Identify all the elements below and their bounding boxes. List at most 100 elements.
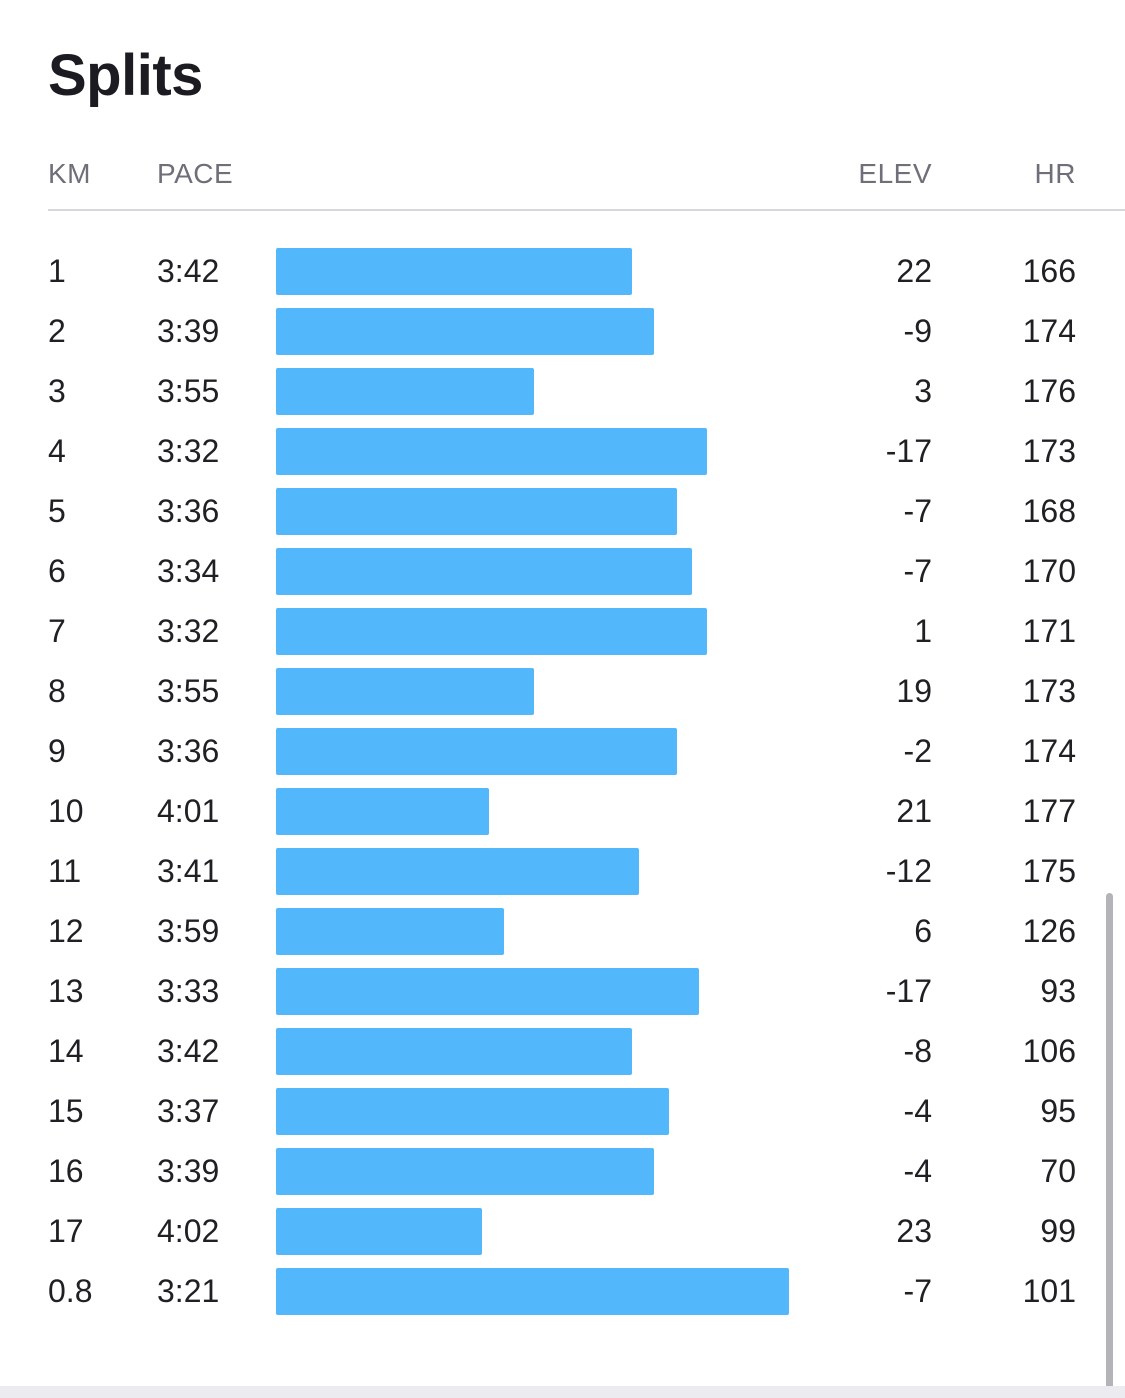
split-pace: 3:33 xyxy=(157,973,220,1009)
split-km: 17 xyxy=(48,1213,84,1249)
column-header-elev: ELEV xyxy=(858,158,932,189)
split-pace: 3:39 xyxy=(157,1153,220,1189)
split-hr: 170 xyxy=(1022,553,1076,589)
split-hr: 174 xyxy=(1022,733,1076,769)
split-row: 5 3:36 -7 168 xyxy=(0,481,1125,541)
split-row: 16 3:39 -4 70 xyxy=(0,1141,1125,1201)
split-hr: 175 xyxy=(1022,853,1076,889)
pace-bar xyxy=(276,1028,632,1075)
split-pace: 3:42 xyxy=(157,253,220,289)
split-hr: 95 xyxy=(1040,1093,1076,1129)
split-pace: 3:59 xyxy=(157,913,220,949)
split-pace: 3:21 xyxy=(157,1273,220,1309)
split-km: 9 xyxy=(48,733,66,769)
split-hr: 106 xyxy=(1022,1033,1076,1069)
split-elev: -7 xyxy=(903,1273,932,1309)
split-hr: 174 xyxy=(1022,313,1076,349)
split-row: 3 3:55 3 176 xyxy=(0,361,1125,421)
split-row: 11 3:41 -12 175 xyxy=(0,841,1125,901)
split-pace: 3:32 xyxy=(157,433,220,469)
pace-bar xyxy=(276,428,707,475)
bottom-edge xyxy=(0,1386,1125,1398)
split-elev: -12 xyxy=(885,853,932,889)
page-title: Splits xyxy=(48,43,203,108)
split-km: 7 xyxy=(48,613,66,649)
split-hr: 171 xyxy=(1022,613,1076,649)
split-km: 6 xyxy=(48,553,66,589)
split-elev: -7 xyxy=(903,493,932,529)
split-pace: 3:55 xyxy=(157,673,220,709)
split-pace: 3:55 xyxy=(157,373,220,409)
split-row: 10 4:01 21 177 xyxy=(0,781,1125,841)
split-pace: 3:42 xyxy=(157,1033,220,1069)
pace-bar xyxy=(276,848,639,895)
split-row: 7 3:32 1 171 xyxy=(0,601,1125,661)
pace-bar xyxy=(276,908,504,955)
split-elev: -17 xyxy=(885,973,932,1009)
split-hr: 173 xyxy=(1022,433,1076,469)
split-row: 0.8 3:21 -7 101 xyxy=(0,1261,1125,1321)
split-elev: -17 xyxy=(885,433,932,469)
pace-bar xyxy=(276,1268,789,1315)
split-elev: 23 xyxy=(896,1213,932,1249)
pace-bar xyxy=(276,488,677,535)
split-pace: 3:36 xyxy=(157,733,220,769)
pace-bar xyxy=(276,248,632,295)
split-km: 12 xyxy=(48,913,84,949)
split-row: 13 3:33 -17 93 xyxy=(0,961,1125,1021)
vertical-scrollbar[interactable] xyxy=(1106,893,1113,1398)
split-km: 15 xyxy=(48,1093,84,1129)
split-elev: 3 xyxy=(914,373,932,409)
split-hr: 173 xyxy=(1022,673,1076,709)
split-pace: 3:37 xyxy=(157,1093,220,1129)
pace-bar xyxy=(276,968,699,1015)
split-km: 0.8 xyxy=(48,1273,93,1309)
pace-bar xyxy=(276,1208,482,1255)
split-hr: 70 xyxy=(1040,1153,1076,1189)
split-km: 8 xyxy=(48,673,66,709)
split-elev: -4 xyxy=(903,1093,932,1129)
column-header-pace: PACE xyxy=(157,158,234,189)
split-hr: 166 xyxy=(1022,253,1076,289)
split-pace: 4:02 xyxy=(157,1213,220,1249)
split-hr: 126 xyxy=(1022,913,1076,949)
split-elev: 22 xyxy=(896,253,932,289)
split-pace: 3:39 xyxy=(157,313,220,349)
pace-bar xyxy=(276,548,692,595)
split-row: 17 4:02 23 99 xyxy=(0,1201,1125,1261)
split-pace: 3:32 xyxy=(157,613,220,649)
split-km: 5 xyxy=(48,493,66,529)
split-row: 2 3:39 -9 174 xyxy=(0,301,1125,361)
pace-bar xyxy=(276,608,707,655)
split-km: 13 xyxy=(48,973,84,1009)
split-pace: 3:36 xyxy=(157,493,220,529)
split-elev: 19 xyxy=(896,673,932,709)
split-km: 16 xyxy=(48,1153,84,1189)
split-pace: 3:34 xyxy=(157,553,220,589)
split-elev: -2 xyxy=(903,733,932,769)
split-row: 15 3:37 -4 95 xyxy=(0,1081,1125,1141)
split-hr: 168 xyxy=(1022,493,1076,529)
pace-bar xyxy=(276,368,534,415)
split-row: 6 3:34 -7 170 xyxy=(0,541,1125,601)
split-pace: 4:01 xyxy=(157,793,220,829)
splits-table-header: KM PACE ELEV HR xyxy=(0,158,1125,198)
split-km: 2 xyxy=(48,313,66,349)
split-hr: 93 xyxy=(1040,973,1076,1009)
split-km: 3 xyxy=(48,373,66,409)
split-row: 12 3:59 6 126 xyxy=(0,901,1125,961)
split-hr: 101 xyxy=(1022,1273,1076,1309)
split-hr: 99 xyxy=(1040,1213,1076,1249)
pace-bar xyxy=(276,728,677,775)
pace-bar xyxy=(276,1148,654,1195)
split-elev: 6 xyxy=(914,913,932,949)
split-hr: 176 xyxy=(1022,373,1076,409)
split-km: 10 xyxy=(48,793,84,829)
split-km: 1 xyxy=(48,253,66,289)
splits-table: 1 3:42 22 166 2 3:39 -9 174 3 3:55 3 176 4 3:32 -17 173… xyxy=(0,241,1125,1321)
split-hr: 177 xyxy=(1022,793,1076,829)
split-elev: -7 xyxy=(903,553,932,589)
pace-bar xyxy=(276,308,654,355)
split-elev: -8 xyxy=(903,1033,932,1069)
split-row: 8 3:55 19 173 xyxy=(0,661,1125,721)
